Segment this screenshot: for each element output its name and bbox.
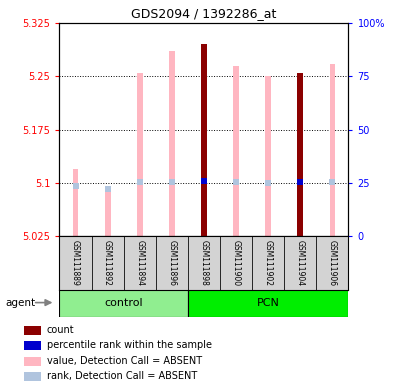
Bar [220, 236, 252, 290]
Bar [283, 236, 316, 290]
Bar [124, 236, 155, 290]
Bar [155, 236, 187, 290]
Text: count: count [47, 325, 74, 335]
Bar [265, 76, 270, 236]
Bar [59, 236, 91, 290]
Bar [59, 290, 187, 317]
Text: GSM111900: GSM111900 [231, 240, 240, 286]
Bar [24, 341, 41, 350]
Bar [24, 372, 41, 381]
Bar [24, 357, 41, 366]
Bar [252, 236, 283, 290]
Bar [233, 66, 238, 236]
Text: GSM111894: GSM111894 [135, 240, 144, 286]
Bar [187, 236, 220, 290]
Text: percentile rank within the sample: percentile rank within the sample [47, 340, 211, 350]
Text: GSM111896: GSM111896 [167, 240, 176, 286]
Bar [187, 290, 348, 317]
Title: GDS2094 / 1392286_at: GDS2094 / 1392286_at [131, 7, 276, 20]
Bar [169, 51, 174, 236]
Text: PCN: PCN [256, 298, 279, 308]
Text: GSM111904: GSM111904 [295, 240, 304, 286]
Bar [137, 73, 142, 236]
Bar [72, 169, 78, 236]
Bar [316, 236, 348, 290]
Bar [297, 73, 303, 236]
Text: GSM111889: GSM111889 [71, 240, 80, 286]
Bar [104, 187, 110, 236]
Bar [91, 236, 124, 290]
Bar [200, 44, 207, 236]
Text: value, Detection Call = ABSENT: value, Detection Call = ABSENT [47, 356, 202, 366]
Text: rank, Detection Call = ABSENT: rank, Detection Call = ABSENT [47, 371, 197, 381]
Bar [329, 63, 335, 236]
Text: control: control [104, 298, 143, 308]
Text: GSM111906: GSM111906 [327, 240, 336, 286]
Bar [24, 326, 41, 334]
Text: GSM111892: GSM111892 [103, 240, 112, 286]
Text: GSM111902: GSM111902 [263, 240, 272, 286]
Text: GSM111898: GSM111898 [199, 240, 208, 286]
Text: agent: agent [5, 298, 35, 308]
